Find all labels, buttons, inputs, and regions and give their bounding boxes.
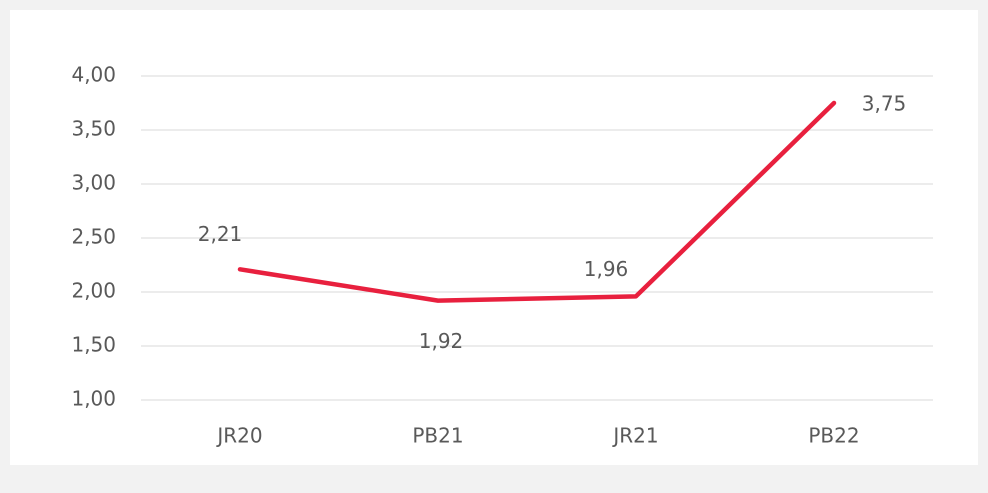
y-tick-label: 2,00 <box>71 279 116 303</box>
y-tick-label: 4,00 <box>71 63 116 87</box>
x-tick-label: PB21 <box>412 424 463 448</box>
data-label: 1,96 <box>584 257 629 281</box>
data-label: 3,75 <box>862 92 907 116</box>
data-label: 2,21 <box>198 222 243 246</box>
data-label: 1,92 <box>419 329 464 353</box>
x-tick-label: JR21 <box>611 424 658 448</box>
line <box>237 100 837 303</box>
y-tick-label: 1,00 <box>71 387 116 411</box>
y-tick-label: 1,50 <box>71 333 116 357</box>
x-tick-label: JR20 <box>215 424 262 448</box>
y-tick-label: 3,00 <box>71 171 116 195</box>
x-tick-label: PB22 <box>808 424 859 448</box>
y-tick-label: 3,50 <box>71 117 116 141</box>
y-tick-label: 2,50 <box>71 225 116 249</box>
